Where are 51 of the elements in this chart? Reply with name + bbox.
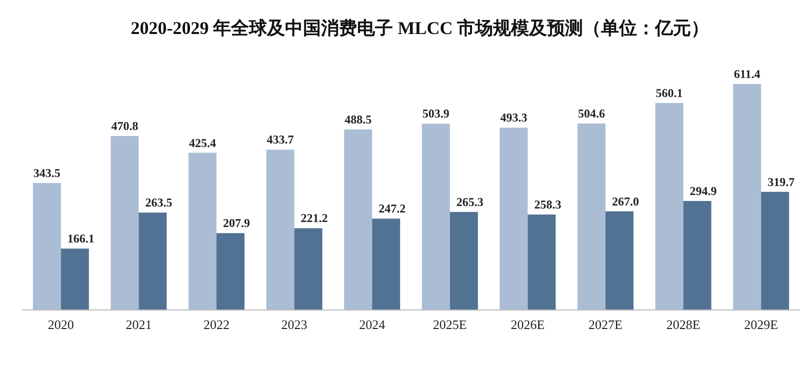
- bar: [294, 228, 322, 310]
- bar: [606, 211, 634, 310]
- bar: [528, 214, 556, 310]
- bar: [578, 123, 606, 310]
- data-label: 343.5: [33, 166, 60, 180]
- x-tick-label: 2028E: [666, 317, 700, 332]
- data-label: 263.5: [145, 196, 172, 210]
- data-label: 470.8: [111, 118, 138, 133]
- data-label: 504.6: [578, 106, 605, 120]
- data-label: 560.1: [656, 86, 683, 100]
- bar: [216, 233, 244, 310]
- x-tick-label: 2021: [126, 317, 152, 332]
- data-label: 319.7: [768, 174, 795, 189]
- bar: [110, 136, 139, 310]
- bar: [500, 128, 528, 310]
- bar: [683, 200, 712, 310]
- data-label: 265.3: [456, 194, 484, 209]
- data-label: 503.9: [422, 106, 450, 121]
- x-tick-label: 2023: [281, 317, 308, 332]
- bar: [422, 124, 450, 310]
- bar: [32, 183, 61, 310]
- x-tick-label: 2024: [359, 317, 386, 332]
- bar: [733, 84, 762, 310]
- bar: [344, 129, 372, 310]
- x-tick-label: 2029E: [744, 317, 778, 332]
- x-tick-label: 2020: [48, 317, 74, 332]
- data-label: 258.3: [534, 198, 562, 212]
- bar: [188, 152, 216, 310]
- bar: [266, 150, 294, 310]
- data-label: 294.9: [690, 184, 717, 198]
- data-label: 267.0: [612, 194, 639, 208]
- x-tick-label: 2025E: [432, 317, 467, 332]
- x-tick-label: 2027E: [588, 317, 623, 332]
- chart-title: 2020-2029 年全球及中国消费电子 MLCC 市场规模及预测（单位：亿元）: [130, 18, 710, 38]
- data-label: 611.4: [734, 67, 760, 81]
- data-label: 493.3: [500, 110, 528, 125]
- bar: [60, 248, 89, 310]
- bar: [138, 212, 167, 310]
- data-label: 221.2: [300, 211, 328, 226]
- x-tick-label: 2022: [204, 317, 230, 332]
- x-tick-label: 2026E: [510, 317, 545, 332]
- bar: [761, 192, 790, 310]
- bar: [655, 102, 684, 310]
- data-label: 425.4: [189, 136, 216, 150]
- data-label: 488.5: [344, 112, 372, 126]
- data-label: 166.1: [67, 232, 94, 246]
- data-label: 433.7: [266, 132, 294, 147]
- data-label: 247.2: [378, 202, 406, 216]
- bar: [372, 218, 400, 310]
- bar: [450, 212, 478, 310]
- data-label: 207.9: [223, 216, 250, 230]
